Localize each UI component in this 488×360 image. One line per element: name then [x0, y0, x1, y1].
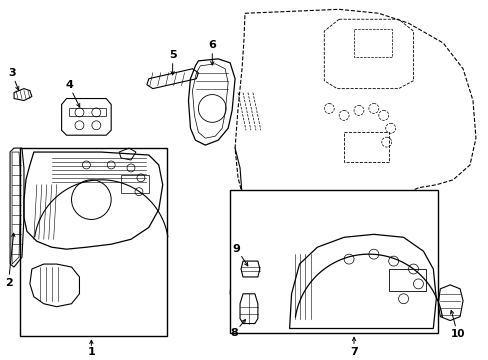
Text: 6: 6	[208, 40, 216, 50]
Bar	[353, 29, 391, 57]
Text: 3: 3	[8, 68, 16, 78]
Text: 5: 5	[168, 50, 176, 60]
Bar	[121, 175, 148, 193]
Text: 8: 8	[230, 328, 238, 338]
Text: 10: 10	[450, 329, 465, 339]
Text: 9: 9	[232, 244, 240, 254]
Text: 4: 4	[65, 80, 73, 90]
Bar	[68, 108, 106, 116]
Text: 1: 1	[87, 347, 95, 357]
Text: 2: 2	[5, 278, 13, 288]
Bar	[344, 132, 388, 162]
Bar	[230, 190, 437, 333]
Bar	[20, 148, 166, 337]
Bar	[388, 269, 426, 291]
Text: 7: 7	[349, 347, 357, 357]
